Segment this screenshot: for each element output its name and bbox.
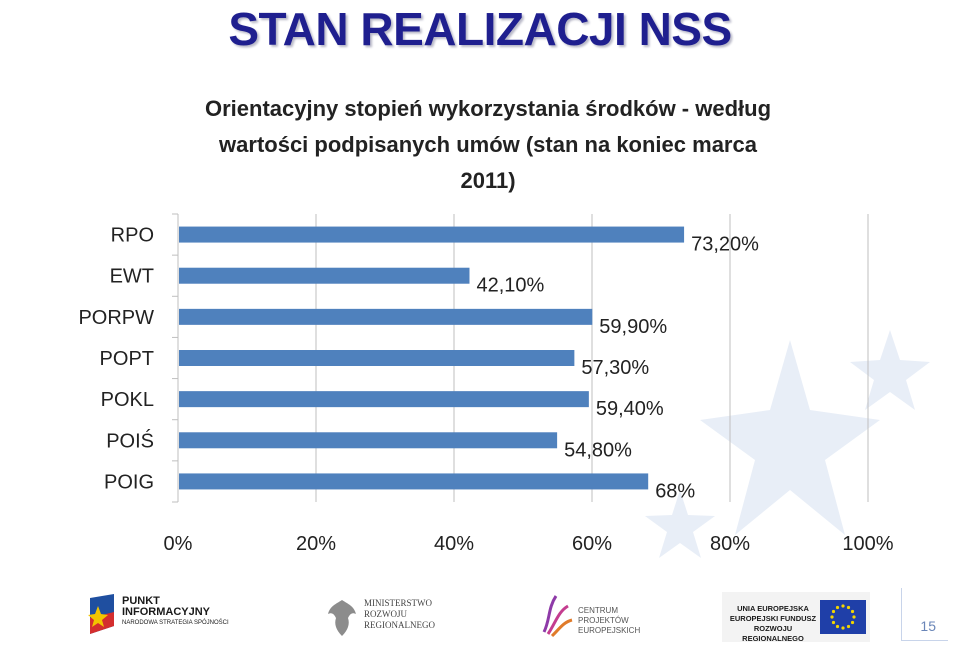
x-tick-label: 60% <box>572 533 612 555</box>
category-label: POIŚ <box>106 428 154 452</box>
bar-chart: Orientacyjny stopień wykorzystania środk… <box>78 96 894 555</box>
eu-star-icon <box>831 620 836 625</box>
data-label: 68% <box>655 480 695 502</box>
footer-logos: PUNKT INFORMACYJNY NARODOWA STRATEGIA SP… <box>0 584 960 648</box>
category-label: RPO <box>111 225 154 247</box>
chart-title: Orientacyjny stopień wykorzystania środk… <box>205 96 771 193</box>
bar <box>179 350 575 366</box>
label-layer: RPO 73,20% EWT 42,10% PORPW 59,90% POPT 57,30% P… <box>78 225 759 503</box>
eu-star-icon <box>831 609 836 614</box>
x-tick-label: 80% <box>710 533 750 555</box>
category-label: PORPW <box>78 307 154 329</box>
x-tick-label: 20% <box>296 533 336 555</box>
bar-layer <box>179 226 685 490</box>
logo4-line-3: ROZWOJU REGIONALNEGO <box>742 624 804 643</box>
x-tick-label: 0% <box>164 533 193 555</box>
category-label: POIG <box>104 471 154 493</box>
logo2-line-2: ROZWOJU <box>364 609 407 619</box>
eu-star-icon <box>841 604 845 608</box>
data-label: 73,20% <box>691 234 759 256</box>
logo3-line-2: EUROPEJSKICH <box>578 626 641 635</box>
eu-star-icon <box>830 615 834 619</box>
x-tick-label: 40% <box>434 533 474 555</box>
logo-unia-europejska: UNIA EUROPEJSKA EUROPEJSKI FUNDUSZ ROZWO… <box>722 592 870 643</box>
logo-ministerstwo: MINISTERSTWO ROZWOJU REGIONALNEGO <box>326 592 456 642</box>
data-label: 57,30% <box>581 357 649 379</box>
data-label: 54,80% <box>564 439 632 461</box>
data-label: 59,40% <box>596 398 664 420</box>
watermark-star-graphic <box>645 330 930 558</box>
slide-title: STAN REALIZACJI NSS <box>228 3 732 55</box>
x-tick-label: 100% <box>842 533 893 555</box>
category-label: POKL <box>101 389 154 411</box>
chart-title-line: wartości podpisanych umów (stan na konie… <box>218 132 758 157</box>
eu-star-icon <box>835 605 840 610</box>
eu-star-icon <box>846 624 851 629</box>
eu-star-icon <box>841 626 845 630</box>
logo1-line-1: PUNKT <box>122 595 160 607</box>
eu-star-icon <box>846 605 851 610</box>
eu-star-icon <box>835 624 840 629</box>
logo-punkt-informacyjny: PUNKT INFORMACYJNY NARODOWA STRATEGIA SP… <box>88 592 246 642</box>
bar <box>179 267 470 284</box>
flag-icon <box>88 594 114 634</box>
grid-layer: 0% 20% 40% 60% 80% 100% <box>164 213 894 555</box>
eagle-emblem-icon <box>328 600 356 636</box>
centrum-swirl-icon <box>542 595 573 638</box>
eu-flag-icon <box>820 600 866 634</box>
data-label: 42,10% <box>476 275 544 297</box>
logo2-line-1: MINISTERSTWO <box>364 598 432 608</box>
logo4-line-1: UNIA EUROPEJSKA <box>737 604 809 613</box>
eu-star-icon <box>850 620 855 625</box>
bar <box>179 226 685 243</box>
category-label: EWT <box>110 266 154 288</box>
chart-title-line: Orientacyjny stopień wykorzystania środk… <box>205 96 771 121</box>
logo-centrum-projektow: CENTRUM PROJEKTÓW EUROPEJSKICH <box>538 592 668 642</box>
category-label: POPT <box>100 348 154 370</box>
logo1-line-3: NARODOWA STRATEGIA SPÓJNOŚCI <box>122 620 229 626</box>
bar <box>179 391 589 408</box>
chart-title-line: 2011) <box>460 168 515 193</box>
bar <box>179 308 593 325</box>
logo3-line-1: CENTRUM PROJEKTÓW <box>578 606 629 625</box>
page-number-box <box>901 588 948 641</box>
bar <box>179 432 558 449</box>
logo1-line-2: INFORMACYJNY <box>122 606 211 618</box>
bar <box>179 473 649 490</box>
eu-star-icon <box>850 609 855 614</box>
data-label: 59,90% <box>599 316 667 338</box>
page-number: 15 <box>920 618 936 634</box>
logo4-line-2: EUROPEJSKI FUNDUSZ <box>729 614 817 623</box>
eu-star-icon <box>852 615 856 619</box>
logo2-line-3: REGIONALNEGO <box>364 620 435 630</box>
